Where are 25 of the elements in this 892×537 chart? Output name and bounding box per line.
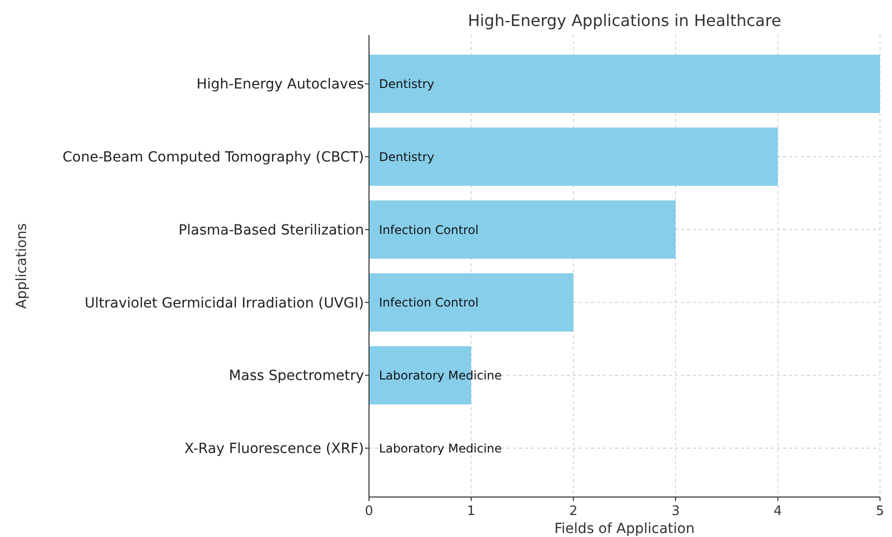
x-tick-label: 5 <box>876 504 884 519</box>
data-label: Infection Control <box>379 296 479 310</box>
y-tick-label: Ultraviolet Germicidal Irradiation (UVGI) <box>84 295 364 312</box>
data-label: Laboratory Medicine <box>379 368 502 383</box>
y-tick-label: Plasma-Based Sterilization <box>178 222 364 238</box>
x-axis-title: Fields of Application <box>554 521 695 537</box>
chart-title: High-Energy Applications in Healthcare <box>468 11 782 30</box>
y-tick-label: Mass Spectrometry <box>228 368 364 384</box>
x-tick-label: 2 <box>569 504 578 519</box>
data-label: Laboratory Medicine <box>379 441 502 456</box>
data-label: Dentistry <box>379 150 434 164</box>
y-tick-label: Cone-Beam Computed Tomography (CBCT) <box>62 150 364 166</box>
x-tick-label: 4 <box>774 504 782 519</box>
x-tick-label: 0 <box>364 504 374 519</box>
data-label: Infection Control <box>379 222 479 237</box>
bar <box>369 54 880 113</box>
bar <box>369 200 676 259</box>
y-tick-label: High-Energy Autoclaves <box>196 76 364 93</box>
x-tick-label: 1 <box>467 504 476 519</box>
data-label: Dentistry <box>379 77 434 92</box>
bar <box>369 128 778 186</box>
y-tick-label: X-Ray Fluorescence (XRF) <box>184 441 364 458</box>
y-axis-title: Applications <box>14 223 30 309</box>
bar <box>369 273 574 332</box>
x-tick-label: 3 <box>671 504 680 519</box>
